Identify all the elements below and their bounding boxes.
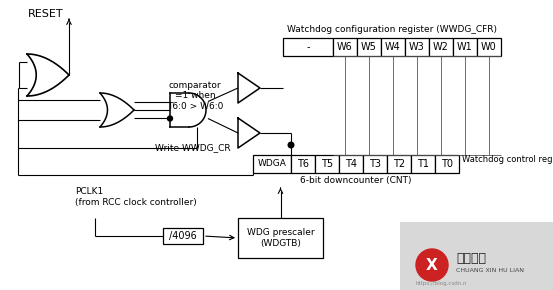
Text: /4096: /4096 xyxy=(169,231,197,241)
Bar xyxy=(405,38,429,56)
Bar xyxy=(477,38,501,56)
Text: comparator
=1 when
T6:0 > W6:0: comparator =1 when T6:0 > W6:0 xyxy=(167,81,223,111)
Text: W0: W0 xyxy=(481,42,497,52)
Bar xyxy=(339,155,363,173)
Bar xyxy=(238,218,323,258)
Text: T4: T4 xyxy=(345,159,357,169)
Text: Watchdog control register (WWDG_CR): Watchdog control register (WWDG_CR) xyxy=(462,155,553,164)
Text: https://blog.csdn.n: https://blog.csdn.n xyxy=(415,280,467,285)
Circle shape xyxy=(288,142,294,148)
Bar xyxy=(315,155,339,173)
Text: 创新互联: 创新互联 xyxy=(456,251,486,264)
Text: T1: T1 xyxy=(417,159,429,169)
Text: T2: T2 xyxy=(393,159,405,169)
Text: RESET: RESET xyxy=(28,9,64,19)
Bar xyxy=(363,155,387,173)
Bar xyxy=(333,38,357,56)
Bar xyxy=(435,155,459,173)
Text: T5: T5 xyxy=(321,159,333,169)
Text: T3: T3 xyxy=(369,159,381,169)
Bar xyxy=(253,155,291,173)
Text: W1: W1 xyxy=(457,42,473,52)
Bar xyxy=(163,228,203,244)
Text: W3: W3 xyxy=(409,42,425,52)
Bar xyxy=(357,38,381,56)
Text: T6: T6 xyxy=(297,159,309,169)
Text: W5: W5 xyxy=(361,42,377,52)
Circle shape xyxy=(168,116,173,121)
Text: W4: W4 xyxy=(385,42,401,52)
Bar xyxy=(429,38,453,56)
Bar xyxy=(453,38,477,56)
Text: X: X xyxy=(426,258,438,273)
Text: T0: T0 xyxy=(441,159,453,169)
Text: W6: W6 xyxy=(337,42,353,52)
Text: Write WWDG_CR: Write WWDG_CR xyxy=(155,144,231,153)
Text: 6-bit downcounter (CNT): 6-bit downcounter (CNT) xyxy=(300,177,412,186)
Text: CHUANG XIN HU LIAN: CHUANG XIN HU LIAN xyxy=(456,269,524,273)
Text: Watchdog configuration register (WWDG_CFR): Watchdog configuration register (WWDG_CF… xyxy=(287,24,497,34)
Text: WDG prescaler
(WDGTB): WDG prescaler (WDGTB) xyxy=(247,228,314,248)
Circle shape xyxy=(416,249,448,281)
Bar xyxy=(400,222,553,290)
Text: WDGA: WDGA xyxy=(258,160,286,168)
Bar xyxy=(291,155,315,173)
Bar xyxy=(387,155,411,173)
Bar xyxy=(283,38,333,56)
Bar xyxy=(411,155,435,173)
Text: W2: W2 xyxy=(433,42,449,52)
Bar xyxy=(381,38,405,56)
Text: PCLK1
(from RCC clock controller): PCLK1 (from RCC clock controller) xyxy=(75,187,197,207)
Text: -: - xyxy=(306,42,310,52)
